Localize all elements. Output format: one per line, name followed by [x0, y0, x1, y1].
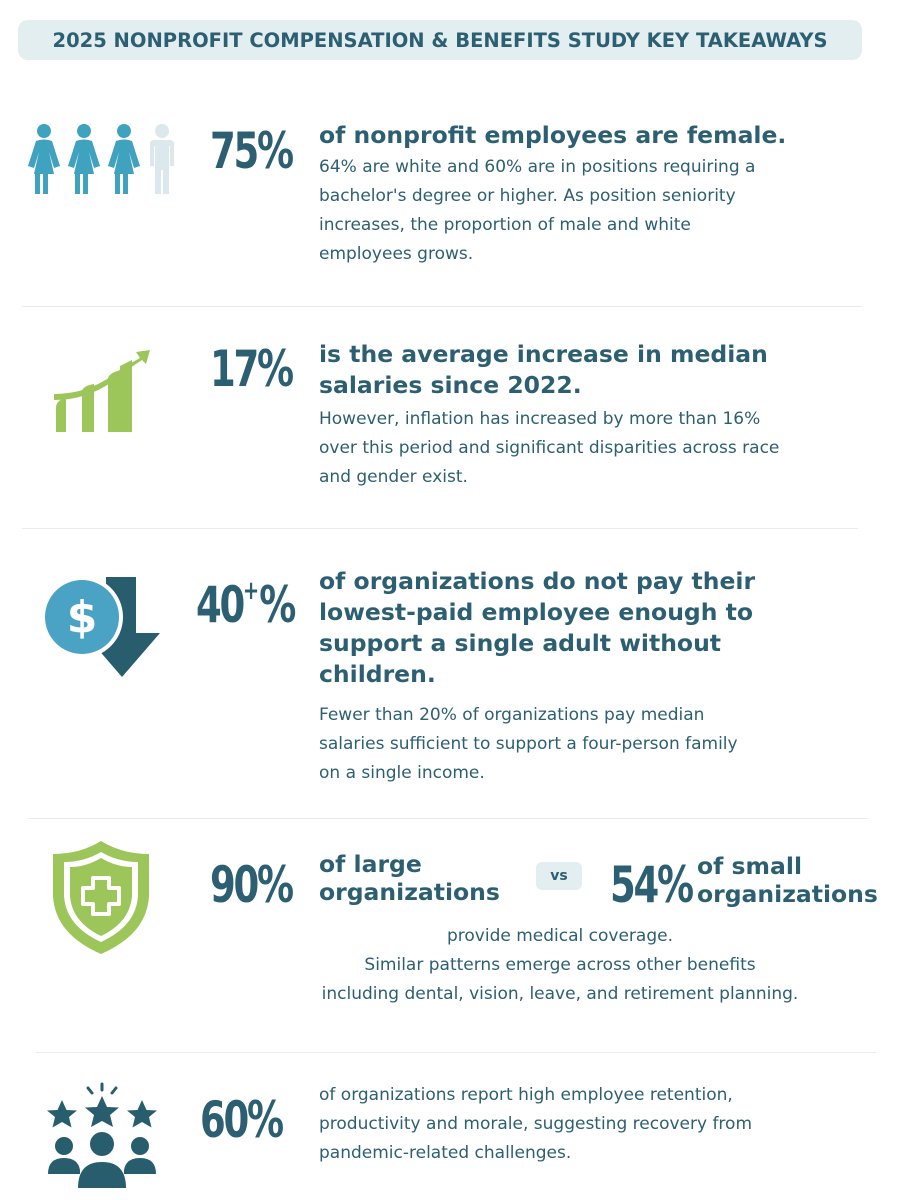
dollar-down-icon: $ [41, 576, 160, 677]
people-female-icon [28, 124, 174, 194]
stat-retention: 60% [200, 1091, 284, 1149]
team-stars-icon [47, 1082, 157, 1188]
headline-large-orgs: of large organizations [319, 850, 500, 906]
divider [22, 306, 862, 307]
stat-small-orgs: 54% [610, 856, 694, 914]
stat-female-percent: 75% [210, 122, 294, 180]
title-banner: 2025 NONPROFIT COMPENSATION & BENEFITS S… [18, 20, 862, 60]
headline-salary: is the average increase in median salari… [319, 340, 768, 399]
divider [36, 1052, 876, 1053]
stat-salary-increase: 17% [210, 340, 294, 398]
divider [28, 818, 868, 819]
headline-female: of nonprofit employees are female. [319, 121, 787, 149]
vs-badge: vs [536, 862, 582, 890]
stat-lowest-paid: 40+% [196, 576, 296, 634]
headline-small-orgs: of small organizations [697, 852, 878, 908]
headline-lowest-paid: of organizations do not pay their lowest… [319, 567, 756, 688]
body-lowest-paid: Fewer than 20% of organizations pay medi… [319, 705, 738, 783]
body-female: 64% are white and 60% are in positions r… [319, 157, 756, 264]
growth-chart-icon [54, 350, 150, 432]
stat-large-orgs: 90% [210, 856, 294, 914]
page-title: 2025 NONPROFIT COMPENSATION & BENEFITS S… [52, 28, 828, 52]
divider [22, 528, 858, 529]
body-retention: of organizations report high employee re… [319, 1085, 753, 1163]
body-salary: However, inflation has increased by more… [319, 409, 780, 487]
shield-medical-icon [53, 841, 149, 954]
svg-text:$: $ [67, 592, 98, 643]
body-medical-coverage: provide medical coverage. Similar patter… [321, 926, 799, 1004]
